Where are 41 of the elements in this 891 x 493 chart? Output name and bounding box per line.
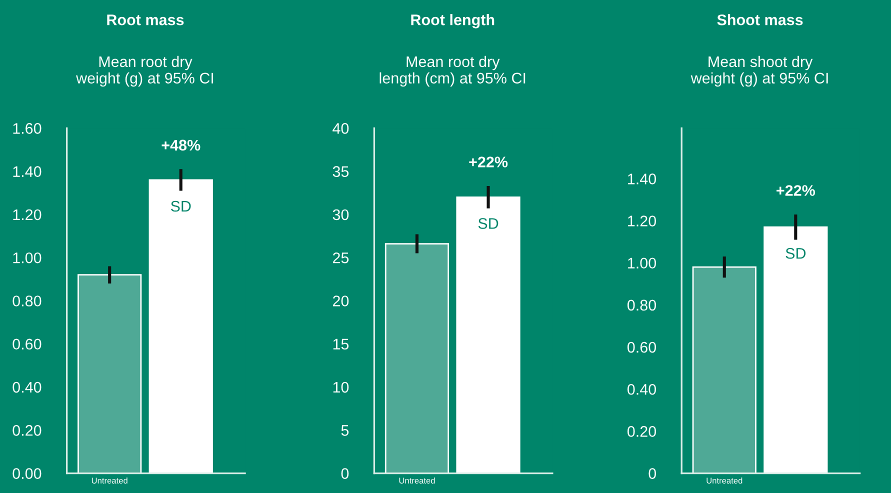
y-tick-label: 0.40 (627, 384, 656, 395)
y-tick-label: 0.60 (627, 342, 656, 353)
annotation: +22% (469, 156, 508, 168)
y-tick-label: 0.80 (627, 300, 656, 311)
y-tick-label: 1.60 (13, 123, 42, 134)
x-tick-label: Untreated (92, 477, 128, 484)
y-tick-label: 0.20 (12, 425, 42, 436)
y-tick-label: 0.20 (627, 426, 656, 437)
y-tick-label: 0.00 (12, 468, 42, 479)
annotation: +22% (776, 185, 816, 196)
y-tick-label: 0.60 (12, 338, 42, 350)
y-tick-label: 25 (332, 252, 349, 264)
y-tick-label: 1.20 (13, 209, 42, 220)
chart-subtitle: Mean root dry length (cm) at 95% CI (380, 56, 526, 87)
chart-subtitle: Mean root dry weight (g) at 95% CI (76, 56, 214, 87)
y-tick-label: 35 (332, 166, 349, 178)
y-tick-label: 10 (333, 382, 349, 393)
y-tick-label: 0.40 (12, 382, 42, 393)
chart-title: Shoot mass (717, 14, 803, 26)
chart-title: Root length (411, 14, 494, 28)
chart-title: Root mass (107, 14, 184, 26)
y-tick-label: 1.00 (628, 258, 656, 269)
y-tick-label: 0.80 (12, 296, 42, 306)
x-tick-label: Untreated (399, 477, 435, 484)
y-tick-label: 0 (341, 468, 349, 479)
y-tick-label: 40 (332, 123, 349, 134)
y-tick-label: 20 (332, 296, 349, 306)
annotation: +48% (162, 140, 200, 151)
x-tick-label: Untreated (706, 477, 742, 484)
chart-subtitle: Mean shoot dry weight (g) at 95% CI (690, 56, 828, 87)
y-tick-label: 5 (341, 425, 349, 436)
annotation: SD (786, 248, 806, 259)
y-tick-label: 1.00 (13, 252, 42, 264)
y-tick-label: 15 (333, 338, 349, 350)
y-tick-label: 1.40 (13, 166, 42, 178)
annotation: SD (478, 218, 498, 229)
y-tick-label: 30 (332, 209, 349, 220)
y-tick-label: 1.40 (628, 174, 656, 184)
y-tick-label: 1.20 (628, 216, 656, 226)
annotation: SD (170, 200, 191, 212)
y-tick-label: 0 (648, 468, 656, 479)
